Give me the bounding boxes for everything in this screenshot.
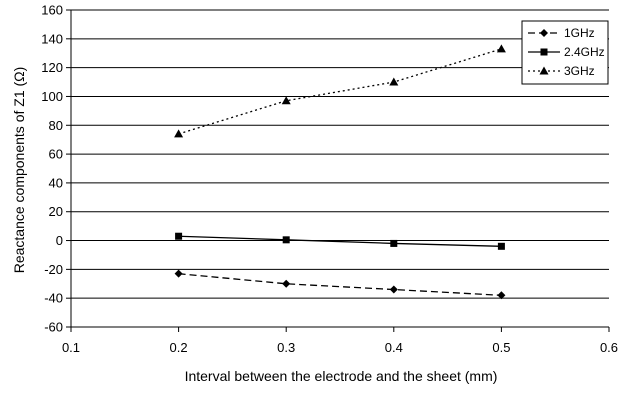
y-tick-label: 60 [49, 147, 63, 162]
x-tick-label: 0.3 [277, 340, 295, 355]
y-tick-label: 0 [56, 233, 63, 248]
data-point [390, 239, 398, 247]
x-tick-label: 0.1 [62, 340, 80, 355]
x-tick-label: 0.5 [492, 340, 510, 355]
y-tick-label: 20 [49, 204, 63, 219]
data-point [282, 236, 290, 244]
series-line [178, 48, 502, 135]
legend-label: 1GHz [564, 26, 595, 40]
y-tick-label: 120 [41, 60, 63, 75]
data-point [497, 291, 506, 300]
series-line [178, 273, 502, 296]
legend-entry: 3GHz [528, 64, 595, 78]
y-tick-label: -20 [44, 262, 63, 277]
legend-entry: 1GHz [528, 26, 595, 40]
data-point [389, 285, 398, 294]
y-tick-label: -60 [44, 320, 63, 335]
x-tick-label: 0.2 [170, 340, 188, 355]
y-tick-label: 140 [41, 31, 63, 46]
y-tick-label: 80 [49, 118, 63, 133]
data-point [496, 44, 506, 53]
x-tick-label: 0.4 [385, 340, 403, 355]
grid-lines [71, 9, 609, 328]
series-2-4ghz [175, 232, 505, 250]
data-point [174, 269, 183, 278]
y-tick-label: -40 [44, 291, 63, 306]
data-point [175, 232, 183, 240]
legend: 1GHz 2.4GHz 3GHz [521, 20, 609, 85]
y-tick-label: 100 [41, 89, 63, 104]
legend-label: 2.4GHz [564, 45, 605, 59]
legend-marker [540, 29, 548, 37]
data-point [282, 279, 291, 288]
legend-entry: 2.4GHz [528, 45, 605, 59]
y-tick-label: 40 [49, 175, 63, 190]
x-tick-label: 0.6 [600, 340, 618, 355]
x-axis-label: Interval between the electrode and the s… [185, 368, 498, 384]
series-line [178, 235, 502, 247]
axes [66, 9, 610, 332]
y-tick-label: 160 [41, 3, 63, 18]
series-lines [174, 44, 506, 300]
data-point [389, 77, 399, 86]
legend-label: 3GHz [564, 64, 595, 78]
tick-labels: -60 -40 -20 0 20 40 60 80 100 120 140 160 0.1 0.2 0.3 0… [41, 3, 618, 356]
y-axis-label: Reactance components of Z1 (Ω) [11, 67, 27, 274]
legend-marker [540, 48, 548, 56]
series-1ghz [174, 269, 506, 300]
data-point [281, 96, 291, 105]
legend-marker [539, 66, 549, 75]
data-point [497, 242, 505, 250]
data-point [174, 129, 184, 138]
series-3ghz [174, 44, 506, 138]
